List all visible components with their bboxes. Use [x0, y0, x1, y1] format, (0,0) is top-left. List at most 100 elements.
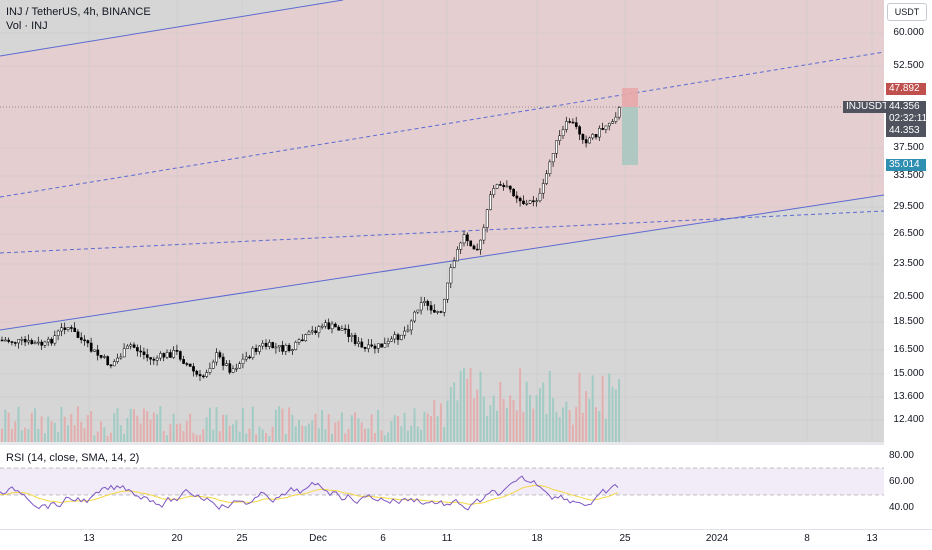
candle	[231, 365, 235, 374]
candle-body	[545, 173, 548, 184]
candle-body	[268, 342, 271, 347]
volume-legend[interactable]: Vol · INJ	[6, 20, 48, 32]
volume-bar	[377, 409, 380, 442]
candle	[122, 343, 126, 358]
candle-body	[301, 339, 304, 342]
candle-body	[254, 347, 258, 352]
candle-body	[456, 249, 459, 262]
channel-upper-line	[0, 0, 344, 57]
volume-bar	[502, 398, 505, 442]
rsi-legend[interactable]: RSI (14, close, SMA, 14, 2)	[6, 452, 140, 464]
chart-title[interactable]: INJ / TetherUS, 4h, BINANCE	[6, 6, 151, 18]
volume-bar	[142, 408, 145, 442]
candle-body	[241, 358, 245, 364]
volume-bar	[149, 419, 152, 442]
candlesticks	[0, 106, 621, 382]
candle	[502, 182, 506, 191]
volume-bar	[175, 424, 178, 442]
volume-bar	[496, 410, 498, 442]
last-price-tag: 44.356	[886, 101, 926, 113]
candle-body	[73, 327, 77, 332]
candle-body	[4, 339, 7, 342]
candle	[254, 344, 258, 355]
volume-bar	[113, 413, 116, 442]
candle-body	[185, 363, 189, 365]
candle	[353, 332, 357, 346]
candle	[518, 196, 522, 207]
candle-body	[558, 135, 562, 141]
volume-bar	[179, 423, 182, 442]
candle-body	[205, 372, 209, 377]
candle	[320, 323, 324, 330]
volume-bar	[466, 378, 469, 442]
candle	[188, 363, 192, 367]
candle-body	[353, 334, 357, 344]
candle	[545, 170, 548, 186]
candle	[327, 318, 331, 330]
candle-body	[136, 347, 139, 352]
candle-body	[169, 352, 172, 358]
volume-bar	[288, 407, 291, 442]
candle	[162, 352, 166, 362]
candle	[475, 243, 479, 251]
candle-body	[188, 363, 192, 367]
position-stop-zone[interactable]	[622, 107, 638, 165]
rsi-pane[interactable]	[0, 445, 932, 529]
position-target-zone[interactable]	[622, 88, 638, 107]
candle	[307, 330, 311, 336]
candle	[132, 342, 136, 349]
price-chart-pane[interactable]	[0, 0, 932, 442]
volume-bar	[611, 386, 614, 442]
volume-bar	[370, 414, 373, 442]
candle-body	[238, 363, 242, 369]
candle-body	[40, 341, 44, 346]
volume-bar	[10, 428, 13, 442]
candle	[314, 326, 317, 335]
candle-body	[27, 340, 30, 343]
candle	[264, 339, 268, 350]
volume-bar	[423, 411, 426, 442]
time-axis[interactable]	[0, 529, 932, 550]
candle	[449, 263, 453, 289]
candle	[370, 339, 374, 348]
candle-body	[390, 338, 393, 342]
volume-bar	[430, 415, 432, 442]
volume-bar	[505, 407, 508, 442]
candle-body	[208, 368, 212, 373]
volume-bar	[364, 428, 366, 442]
volume-bar	[512, 400, 515, 442]
time-tick: 11	[441, 533, 453, 544]
candle	[287, 343, 291, 353]
channel-mid-dashed-line	[0, 51, 885, 198]
candle	[598, 125, 601, 141]
candle	[396, 332, 400, 345]
volume-bar	[529, 394, 531, 442]
candle-body	[532, 200, 535, 203]
candle-body	[192, 366, 195, 372]
currency-selector[interactable]: USDT	[887, 3, 927, 21]
candle-body	[561, 129, 565, 137]
candle	[261, 340, 265, 350]
pane-divider[interactable]	[0, 442, 932, 445]
candle	[258, 345, 261, 355]
candle	[178, 350, 182, 362]
volume-bar	[70, 413, 73, 442]
candle-body	[63, 327, 67, 330]
candle-body	[607, 123, 611, 127]
candle	[386, 337, 390, 348]
candle-body	[175, 349, 179, 352]
candle-body	[442, 299, 446, 313]
volume-bar	[492, 395, 495, 442]
candle-body	[112, 361, 116, 367]
candle	[423, 297, 426, 307]
candle-body	[96, 349, 100, 356]
candle-body	[446, 282, 449, 300]
volume-bar	[232, 424, 234, 442]
volume-bar	[192, 432, 195, 442]
candle	[380, 343, 383, 348]
candle	[515, 191, 519, 203]
price-tick: 16.500	[893, 344, 924, 355]
volume-bar	[331, 433, 333, 442]
candle	[367, 339, 370, 353]
candle-body	[178, 351, 182, 360]
